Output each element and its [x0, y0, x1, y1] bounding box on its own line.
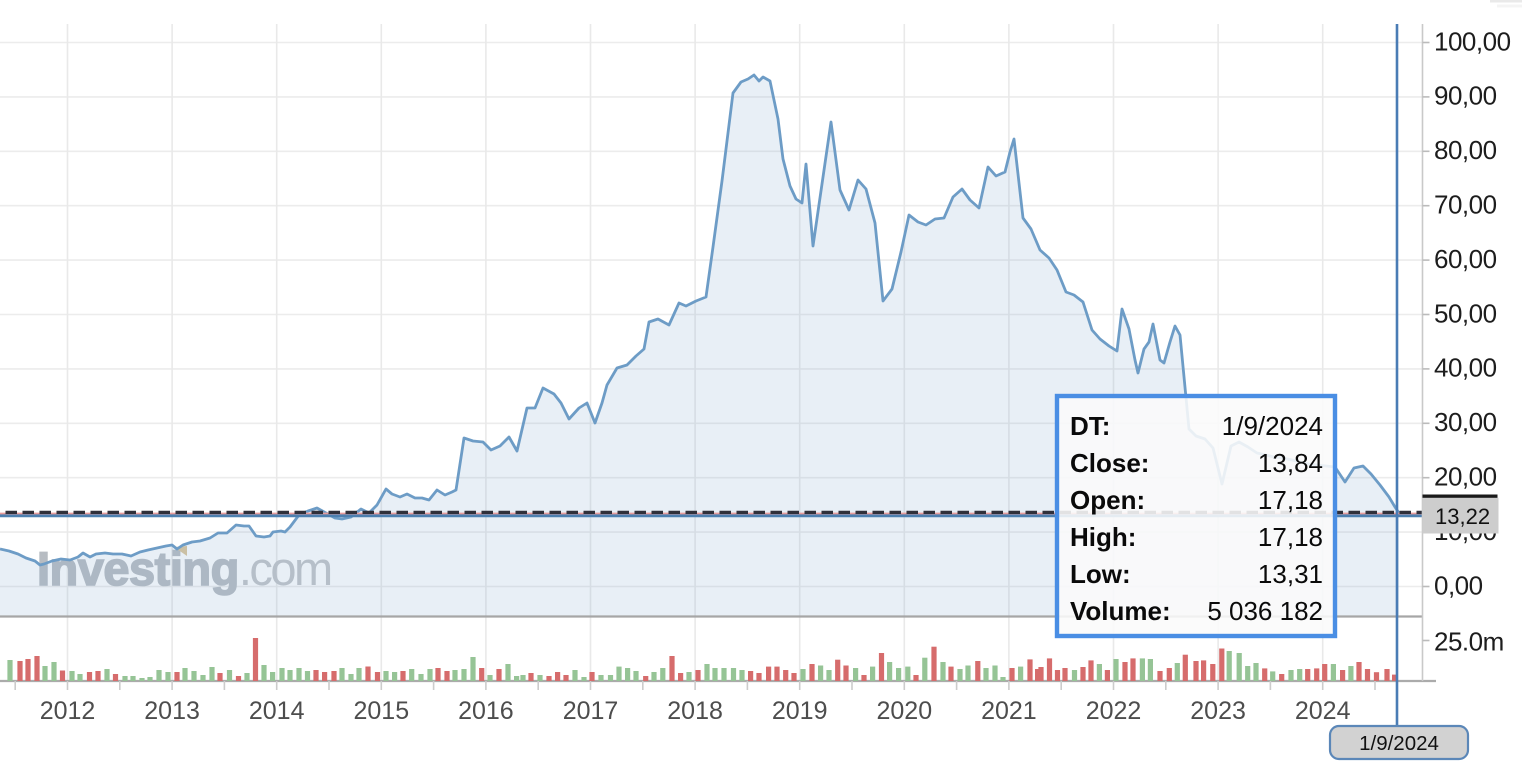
svg-text:13,22: 13,22	[1435, 504, 1490, 529]
svg-text:Volume:: Volume:	[1070, 596, 1171, 626]
svg-text:0,00: 0,00	[1434, 570, 1483, 600]
svg-text:100,00: 100,00	[1434, 26, 1511, 56]
svg-text:2017: 2017	[563, 697, 619, 725]
svg-text:1/9/2024: 1/9/2024	[1222, 411, 1323, 441]
svg-text:2021: 2021	[981, 697, 1037, 725]
svg-text:Low:: Low:	[1070, 559, 1131, 589]
svg-text:40,00: 40,00	[1434, 353, 1497, 383]
svg-text:80,00: 80,00	[1434, 135, 1497, 165]
svg-text:25.0m: 25.0m	[1434, 626, 1504, 656]
svg-text:2023: 2023	[1190, 697, 1246, 725]
svg-text:Investing.com: Investing.com	[37, 542, 331, 595]
svg-text:1/9/2024: 1/9/2024	[1359, 732, 1439, 755]
svg-text:17,18: 17,18	[1258, 485, 1323, 515]
svg-text:Open:: Open:	[1070, 485, 1145, 515]
svg-text:2012: 2012	[40, 697, 96, 725]
svg-text:90,00: 90,00	[1434, 81, 1497, 111]
svg-text:60,00: 60,00	[1434, 244, 1497, 274]
svg-text:High:: High:	[1070, 522, 1136, 552]
svg-text:2015: 2015	[353, 697, 409, 725]
svg-text:20,00: 20,00	[1434, 462, 1497, 492]
svg-text:2020: 2020	[876, 697, 932, 725]
svg-text:50,00: 50,00	[1434, 298, 1497, 328]
svg-text:5 036 182: 5 036 182	[1207, 596, 1323, 626]
svg-text:2016: 2016	[458, 697, 514, 725]
svg-text:2018: 2018	[667, 697, 723, 725]
svg-text:2013: 2013	[144, 697, 200, 725]
svg-text:DT:: DT:	[1070, 411, 1110, 441]
svg-text:Close:: Close:	[1070, 448, 1149, 478]
svg-text:13,84: 13,84	[1258, 448, 1323, 478]
svg-text:2022: 2022	[1086, 697, 1142, 725]
svg-text:13,31: 13,31	[1258, 559, 1323, 589]
svg-text:30,00: 30,00	[1434, 407, 1497, 437]
svg-text:2019: 2019	[772, 697, 828, 725]
svg-text:17,18: 17,18	[1258, 522, 1323, 552]
svg-text:70,00: 70,00	[1434, 190, 1497, 220]
svg-text:2024: 2024	[1295, 697, 1351, 725]
svg-text:2014: 2014	[249, 697, 305, 725]
